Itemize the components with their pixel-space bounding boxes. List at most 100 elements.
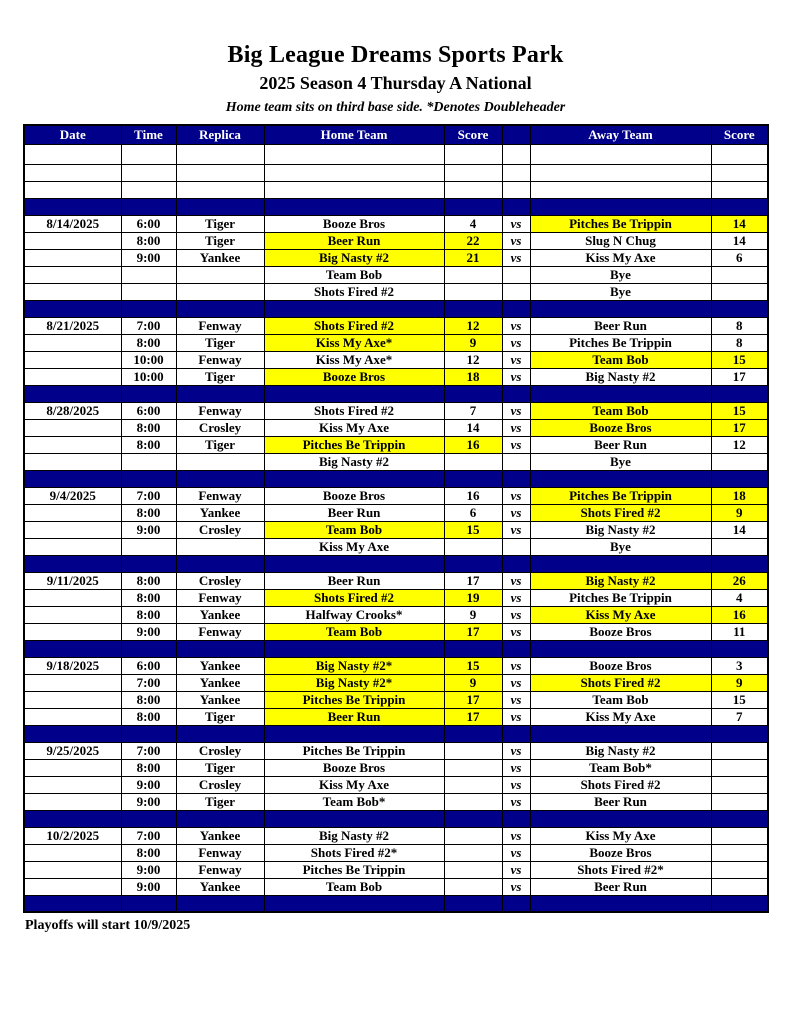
separator-cell xyxy=(529,639,712,658)
home-team-cell: Pitches Be Trippin xyxy=(263,435,445,454)
game-row: 8:00 Tiger Booze Bros vs Team Bob* xyxy=(23,758,769,777)
away-score-cell: 17 xyxy=(710,367,769,386)
date-separator-row xyxy=(23,724,769,743)
away-team-cell: Booze Bros xyxy=(529,622,712,641)
away-team-cell: Shots Fired #2 xyxy=(529,673,712,692)
replica-cell: Tiger xyxy=(175,792,265,811)
date-separator-row xyxy=(23,384,769,403)
time-cell: 9:00 xyxy=(120,792,177,811)
date-cell xyxy=(23,350,122,369)
date-cell xyxy=(23,333,122,352)
date-cell xyxy=(23,452,122,471)
vs-cell: vs xyxy=(501,333,531,352)
separator-cell xyxy=(120,809,177,828)
home-team-cell: Booze Bros xyxy=(263,214,445,233)
separator-cell xyxy=(710,299,769,318)
date-cell xyxy=(23,673,122,692)
home-team-cell: Team Bob xyxy=(263,877,445,896)
time-cell: 9:00 xyxy=(120,520,177,539)
separator-cell xyxy=(529,554,712,573)
away-team-cell: Bye xyxy=(529,265,712,284)
empty-cell xyxy=(501,143,531,165)
date-cell: 9/11/2025 xyxy=(23,571,122,590)
home-score-cell: 9 xyxy=(443,333,503,352)
separator-cell xyxy=(501,724,531,743)
vs-cell: vs xyxy=(501,248,531,267)
replica-cell: Yankee xyxy=(175,690,265,709)
vs-cell: vs xyxy=(501,418,531,437)
home-team-cell: Team Bob xyxy=(263,520,445,539)
away-team-cell: Slug N Chug xyxy=(529,231,712,250)
separator-cell xyxy=(529,809,712,828)
away-score-cell: 8 xyxy=(710,316,769,335)
away-score-cell: 9 xyxy=(710,503,769,522)
separator-cell xyxy=(529,384,712,403)
vs-cell: vs xyxy=(501,435,531,454)
replica-cell xyxy=(175,282,265,301)
date-cell: 8/28/2025 xyxy=(23,401,122,420)
empty-cell xyxy=(120,143,177,165)
game-row: 9/11/2025 8:00 Crosley Beer Run 17 vs Big Nast… xyxy=(23,571,769,590)
vs-cell: vs xyxy=(501,690,531,709)
vs-cell: vs xyxy=(501,758,531,777)
replica-cell: Yankee xyxy=(175,673,265,692)
home-score-cell: 12 xyxy=(443,316,503,335)
separator-cell xyxy=(529,197,712,216)
empty-cell xyxy=(175,163,265,182)
separator-cell xyxy=(175,384,265,403)
away-team-cell: Beer Run xyxy=(529,792,712,811)
table-header-row: Date Time Replica Home Team Score Away Team Sc… xyxy=(23,124,769,145)
away-score-cell xyxy=(710,860,769,879)
separator-cell xyxy=(710,809,769,828)
separator-cell xyxy=(263,299,445,318)
separator-cell xyxy=(443,384,503,403)
home-team-cell: Big Nasty #2 xyxy=(263,248,445,267)
date-cell: 8/14/2025 xyxy=(23,214,122,233)
away-score-cell: 14 xyxy=(710,520,769,539)
date-cell xyxy=(23,843,122,862)
bye-row: Team Bob Bye xyxy=(23,265,769,284)
date-cell xyxy=(23,877,122,896)
vs-cell: vs xyxy=(501,775,531,794)
replica-cell: Fenway xyxy=(175,843,265,862)
time-cell xyxy=(120,265,177,284)
empty-cell xyxy=(443,163,503,182)
game-row: 8/21/2025 7:00 Fenway Shots Fired #2 12 vs Bee… xyxy=(23,316,769,335)
away-score-cell: 11 xyxy=(710,622,769,641)
separator-cell xyxy=(175,299,265,318)
home-team-cell: Big Nasty #2* xyxy=(263,656,445,675)
replica-cell: Tiger xyxy=(175,231,265,250)
home-score-cell: 17 xyxy=(443,690,503,709)
game-row: 9/18/2025 6:00 Yankee Big Nasty #2* 15 vs Booz… xyxy=(23,656,769,675)
vs-cell: vs xyxy=(501,571,531,590)
away-team-cell: Pitches Be Trippin xyxy=(529,588,712,607)
date-separator-row xyxy=(23,469,769,488)
away-team-cell: Kiss My Axe xyxy=(529,826,712,845)
time-cell: 8:00 xyxy=(120,571,177,590)
time-cell: 8:00 xyxy=(120,690,177,709)
separator-cell xyxy=(710,197,769,216)
away-team-cell: Booze Bros xyxy=(529,656,712,675)
home-team-cell: Beer Run xyxy=(263,571,445,590)
home-score-cell: 15 xyxy=(443,656,503,675)
col-header-time: Time xyxy=(120,124,177,145)
vs-cell: vs xyxy=(501,673,531,692)
bye-row: Shots Fired #2 Bye xyxy=(23,282,769,301)
away-score-cell xyxy=(710,537,769,556)
away-team-cell: Team Bob* xyxy=(529,758,712,777)
time-cell: 10:00 xyxy=(120,367,177,386)
game-row: 10/2/2025 7:00 Yankee Big Nasty #2 vs Kiss My… xyxy=(23,826,769,845)
separator-cell xyxy=(443,197,503,216)
home-score-cell xyxy=(443,452,503,471)
home-score-cell xyxy=(443,843,503,862)
time-cell: 8:00 xyxy=(120,707,177,726)
time-cell: 7:00 xyxy=(120,741,177,760)
replica-cell: Crosley xyxy=(175,775,265,794)
date-cell xyxy=(23,520,122,539)
game-row: 8/14/2025 6:00 Tiger Booze Bros 4 vs Pitches B… xyxy=(23,214,769,233)
date-separator-row xyxy=(23,894,769,913)
date-cell xyxy=(23,231,122,250)
separator-cell xyxy=(175,724,265,743)
replica-cell: Fenway xyxy=(175,401,265,420)
game-row: 10:00 Fenway Kiss My Axe* 12 vs Team Bob 15 xyxy=(23,350,769,369)
